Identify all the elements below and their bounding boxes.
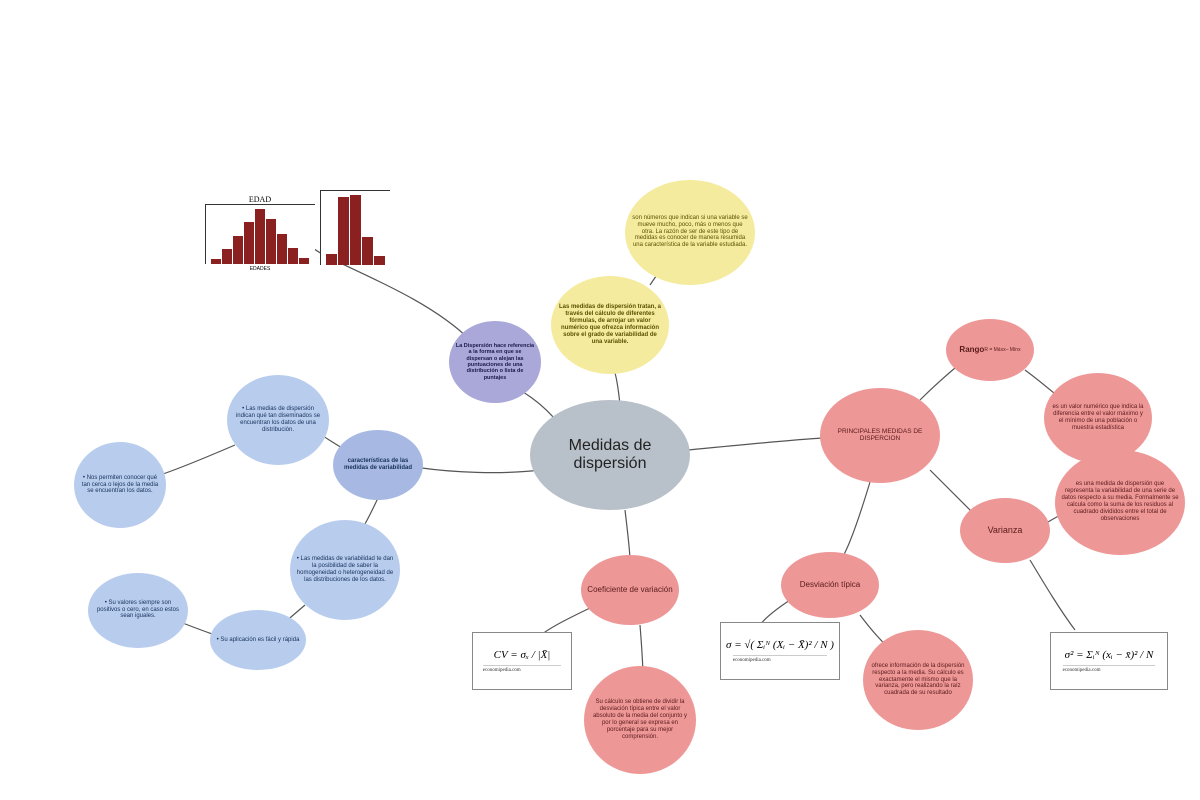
chart2-bar-0	[326, 254, 338, 265]
chart2-bar-2	[350, 195, 362, 265]
node-caracteristicas-label: características de las medidas de variab…	[339, 458, 417, 472]
chart1-bar-0	[211, 259, 222, 264]
node-desv_desc: ofrece información de la dispersión resp…	[863, 630, 973, 730]
node-yellow_top-label: son números que indican si una variable …	[631, 215, 749, 249]
node-coef_desc-label: Su cálculo se obtiene de dividir la desv…	[590, 699, 690, 740]
edge-principales-varianza	[930, 470, 975, 515]
chart1-xlabel: EDADES	[205, 266, 315, 272]
chart1-bar-2	[233, 236, 244, 264]
node-coef_var-label: Coeficiente de variación	[587, 585, 672, 594]
chart2-bar-1	[338, 197, 350, 265]
formula-cv_formula: CV = σₓ / |X̄| economipedia.com	[472, 632, 572, 690]
edge-center-principales	[688, 438, 822, 450]
chart1-bar-1	[222, 249, 233, 264]
node-rango: RangoR = Máxx– Mínx	[946, 319, 1034, 381]
secondary-histogram	[320, 190, 390, 265]
node-caracteristicas: características de las medidas de variab…	[333, 430, 423, 500]
edge-principales-desv_tipica	[842, 482, 870, 558]
node-desv_desc-label: ofrece información de la dispersión resp…	[869, 663, 967, 697]
edad-histogram: EDAD EDADES	[205, 195, 315, 272]
formula-sigma_formula-text: σ = √( Σᵢᴺ (Xᵢ − X̄)² / N )	[726, 639, 834, 651]
node-blue_top-label: • Las medias de dispersión indican qué t…	[233, 406, 323, 434]
node-dispersion_def: La Dispersión hace referencia a la forma…	[449, 321, 541, 403]
node-dispersion_def-label: La Dispersión hace referencia a la forma…	[455, 343, 535, 381]
node-center-label: Medidas de dispersión	[536, 437, 684, 474]
node-blue_pos: • Su valores siempre son positivos o cer…	[88, 573, 188, 648]
node-blue_hetero: • Las medidas de variabilidad te dan la …	[290, 520, 400, 620]
node-principales-label: PRINCIPALES MEDIDAS DE DISPERCION	[826, 428, 934, 443]
node-principales: PRINCIPALES MEDIDAS DE DISPERCION	[820, 388, 940, 483]
node-blue_left-label: • Nos permiten conocer qué tan cerca o l…	[80, 475, 160, 496]
node-blue_rapida: • Su aplicación es fácil y rápida	[210, 610, 306, 670]
node-yellow_mid-label: Las medidas de dispersión tratan, a trav…	[557, 304, 663, 345]
chart1-bar-8	[299, 258, 310, 264]
chart2-bar-3	[362, 237, 374, 265]
node-varianza: Varianza	[960, 498, 1050, 563]
node-varianza_desc-label: es una medida de dispersión que represen…	[1061, 481, 1179, 522]
node-rango-subtext: R = Máxx– Mínx	[984, 348, 1020, 354]
mindmap-canvas: EDAD EDADES Medidas de dispersión La Disp…	[0, 0, 1200, 800]
chart1-bar-6	[277, 234, 288, 264]
node-blue_top: • Las medias de dispersión indican qué t…	[227, 375, 329, 465]
node-blue_pos-label: • Su valores siempre son positivos o cer…	[94, 600, 182, 621]
node-coef_desc: Su cálculo se obtiene de dividir la desv…	[584, 666, 696, 774]
edge-varianza-var_formula	[1030, 560, 1075, 630]
formula-sigma_formula-caption: economipedia.com	[733, 655, 827, 663]
node-desv_tipica-label: Desviación típica	[800, 580, 860, 589]
node-yellow_top: son números que indican si una variable …	[625, 180, 755, 285]
node-blue_left: • Nos permiten conocer qué tan cerca o l…	[74, 442, 166, 528]
node-rango-label: Rango	[959, 345, 984, 354]
chart1-bar-7	[288, 248, 299, 264]
edge-center-coef_var	[625, 510, 630, 560]
node-blue_rapida-label: • Su aplicación es fácil y rápida	[217, 637, 300, 644]
formula-cv_formula-text: CV = σₓ / |X̄|	[494, 649, 551, 661]
chart1-bars	[205, 204, 315, 264]
node-yellow_mid: Las medidas de dispersión tratan, a trav…	[551, 276, 669, 374]
node-varianza_desc: es una medida de dispersión que represen…	[1055, 450, 1185, 555]
chart2-bar-4	[374, 256, 386, 265]
node-coef_var: Coeficiente de variación	[581, 555, 679, 625]
chart1-title: EDAD	[205, 195, 315, 204]
chart2-bars	[320, 190, 390, 265]
node-rango_desc: es un valor numérico que indica la difer…	[1044, 373, 1152, 463]
node-rango_desc-label: es un valor numérico que indica la difer…	[1050, 404, 1146, 432]
edge-center-caracteristicas	[422, 468, 540, 473]
node-center: Medidas de dispersión	[530, 400, 690, 510]
chart1-bar-5	[266, 219, 277, 264]
node-desv_tipica: Desviación típica	[781, 552, 879, 618]
edge-blue_top-blue_left	[160, 445, 235, 475]
node-varianza-label: Varianza	[988, 525, 1023, 535]
chart1-bar-3	[244, 222, 255, 264]
formula-sigma_formula: σ = √( Σᵢᴺ (Xᵢ − X̄)² / N ) economipedia.…	[720, 622, 840, 680]
formula-var_formula-text: σ² = Σᵢᴺ (xᵢ − x̄)² / N	[1065, 649, 1154, 661]
node-blue_hetero-label: • Las medidas de variabilidad te dan la …	[296, 556, 394, 584]
formula-var_formula-caption: economipedia.com	[1063, 665, 1156, 673]
chart1-bar-4	[255, 209, 266, 264]
formula-cv_formula-caption: economipedia.com	[483, 665, 561, 673]
formula-var_formula: σ² = Σᵢᴺ (xᵢ − x̄)² / N economipedia.com	[1050, 632, 1168, 690]
